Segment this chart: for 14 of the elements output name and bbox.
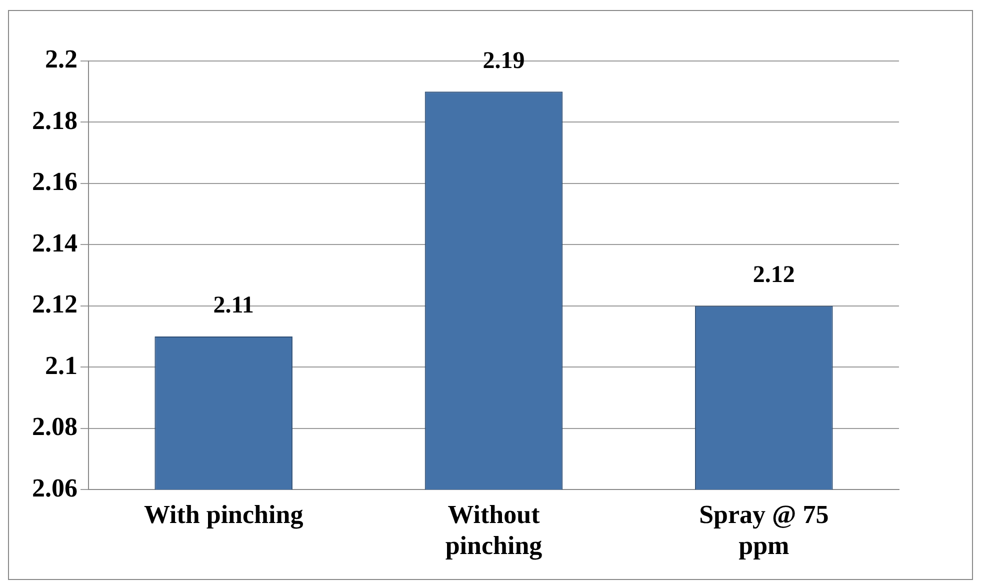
y-tick-label: 2.14: [32, 228, 78, 258]
y-tick-label: 2.1: [45, 350, 78, 380]
x-tick-label: With pinching: [144, 500, 304, 529]
y-tick-label: 2.12: [32, 290, 78, 319]
x-tick-label: Spray @ 75 ppm: [699, 500, 829, 560]
y-tick-label: 2.08: [32, 412, 78, 442]
y-tick-label: 2.2: [45, 44, 78, 74]
y-tick-label: 2.16: [32, 167, 78, 196]
data-label: 2.12: [752, 262, 795, 288]
data-label: 2.11: [213, 292, 254, 319]
y-tick-label: 2.18: [32, 106, 78, 135]
x-tick-label: Without pinching: [445, 500, 542, 560]
data-label: 2.19: [482, 48, 525, 74]
y-tick-label: 2.06: [32, 473, 78, 502]
